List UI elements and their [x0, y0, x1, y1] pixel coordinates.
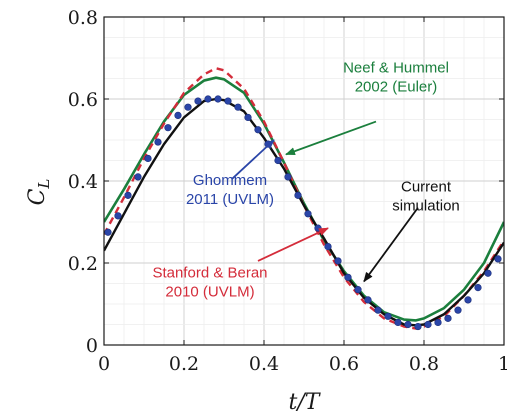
series-point-ghommem	[404, 320, 412, 329]
series-point-ghommem	[154, 138, 162, 146]
x-tick-label: 0.2	[169, 353, 199, 375]
series-point-ghommem	[204, 95, 212, 103]
annotation-arrow	[363, 207, 419, 283]
series-point-ghommem	[464, 296, 472, 304]
annotation-label: Stanford & Beran 2010 (UVLM)	[152, 264, 267, 300]
series-point-ghommem	[414, 322, 422, 331]
series-point-ghommem	[214, 95, 222, 103]
x-tick-label: 0.8	[409, 353, 439, 375]
x-tick-label: 0.6	[329, 353, 359, 375]
series-point-ghommem	[244, 113, 252, 122]
annotation-line: 2011 (UVLM)	[186, 191, 274, 208]
series-point-ghommem	[174, 111, 182, 119]
series-point-ghommem	[254, 126, 262, 134]
y-axis-label: CL	[25, 179, 53, 206]
series-point-ghommem	[474, 284, 482, 292]
series-point-ghommem	[494, 255, 502, 263]
series-point-ghommem	[384, 312, 392, 320]
series-point-ghommem	[114, 212, 122, 220]
series-point-ghommem	[314, 224, 322, 232]
series-point-ghommem	[434, 318, 442, 327]
series-point-ghommem	[344, 273, 352, 281]
annotation-line: Current	[401, 178, 452, 195]
y-tick-label: 0	[86, 335, 98, 357]
annotation-line: Ghommem	[193, 172, 267, 189]
series-point-ghommem	[304, 210, 312, 218]
series-point-ghommem	[224, 97, 232, 105]
annotation-label: Neef & Hummel 2002 (Euler)	[343, 59, 449, 95]
x-tick-label: 1	[498, 353, 507, 375]
annotation-arrow	[231, 139, 275, 180]
series-point-ghommem	[364, 296, 372, 304]
series-point-ghommem	[104, 228, 112, 236]
series-point-ghommem	[374, 306, 382, 314]
y-tick-label: 0.2	[68, 253, 98, 275]
x-axis-label: t/T	[289, 390, 322, 415]
series-line-current-simulation	[104, 97, 504, 327]
series-point-ghommem	[354, 286, 362, 294]
series-point-ghommem	[424, 320, 432, 329]
series-line-stanford-beran	[104, 67, 504, 330]
annotation-line: 2002 (Euler)	[355, 78, 438, 95]
series-point-ghommem	[484, 269, 492, 277]
y-tick-label: 0.8	[68, 7, 98, 29]
annotations: Neef & Hummel 2002 (Euler) Ghommem 2011 (UV…	[152, 59, 459, 300]
series-point-ghommem	[144, 154, 152, 163]
series-point-ghommem	[134, 173, 142, 181]
series-point-ghommem	[334, 257, 342, 265]
series-point-ghommem	[284, 173, 292, 181]
annotation-line: Neef & Hummel	[343, 59, 449, 76]
y-tick-label: 0.4	[68, 171, 98, 193]
annotation-label: Ghommem 2011 (UVLM)	[186, 172, 274, 208]
series-point-ghommem	[394, 318, 402, 327]
annotation-arrow	[257, 227, 329, 262]
series-point-ghommem	[194, 97, 202, 105]
series-point-ghommem	[324, 243, 332, 251]
series-point-ghommem	[454, 306, 462, 314]
series-point-ghommem	[444, 314, 452, 322]
x-tick-label: 0	[98, 353, 110, 375]
series-layer	[104, 67, 504, 331]
annotation-line: 2010 (UVLM)	[165, 283, 254, 300]
annotation-arrow	[285, 120, 377, 156]
annotation-line: Stanford & Beran	[152, 264, 267, 281]
x-tick-label: 0.4	[249, 353, 279, 375]
series-point-ghommem	[234, 103, 242, 111]
series-point-ghommem	[294, 191, 302, 199]
annotation-line: simulation	[392, 197, 460, 214]
annotation-label: Current simulation	[392, 178, 460, 214]
series-point-ghommem	[274, 156, 282, 165]
y-tick-label: 0.6	[68, 89, 98, 111]
series-point-ghommem	[124, 191, 132, 199]
series-point-ghommem	[164, 124, 172, 132]
ticks: 0 0.2 0.4 0.6 0.8 1 0 0.2 0.4 0.6 0.8	[68, 7, 507, 375]
series-point-ghommem	[184, 103, 192, 111]
y-axis-label-subscript: L	[35, 179, 53, 190]
